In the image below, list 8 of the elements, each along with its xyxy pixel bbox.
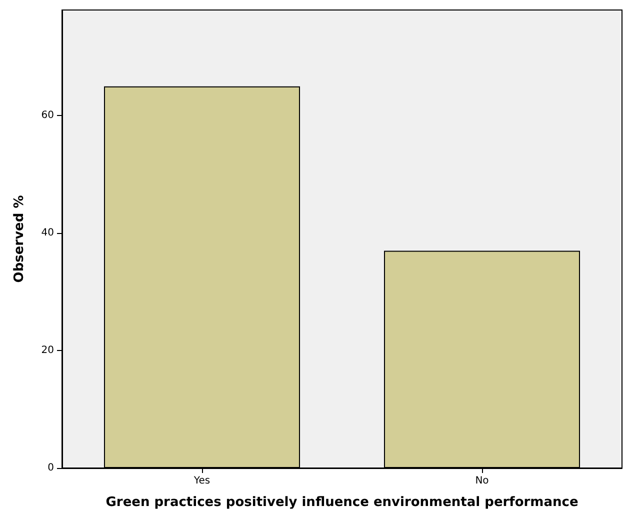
x-tick-label: No <box>475 476 489 486</box>
y-tick-label: 60 <box>41 110 54 122</box>
y-tick-label: 20 <box>41 345 54 356</box>
y-tick-label: 40 <box>41 228 54 239</box>
y-axis-title: Observed % <box>12 195 27 283</box>
x-tick-label: Yes <box>192 476 210 486</box>
x-axis-title: Green practices positively influence environmental performance <box>106 495 578 510</box>
y-tick-label: 0 <box>48 462 54 474</box>
